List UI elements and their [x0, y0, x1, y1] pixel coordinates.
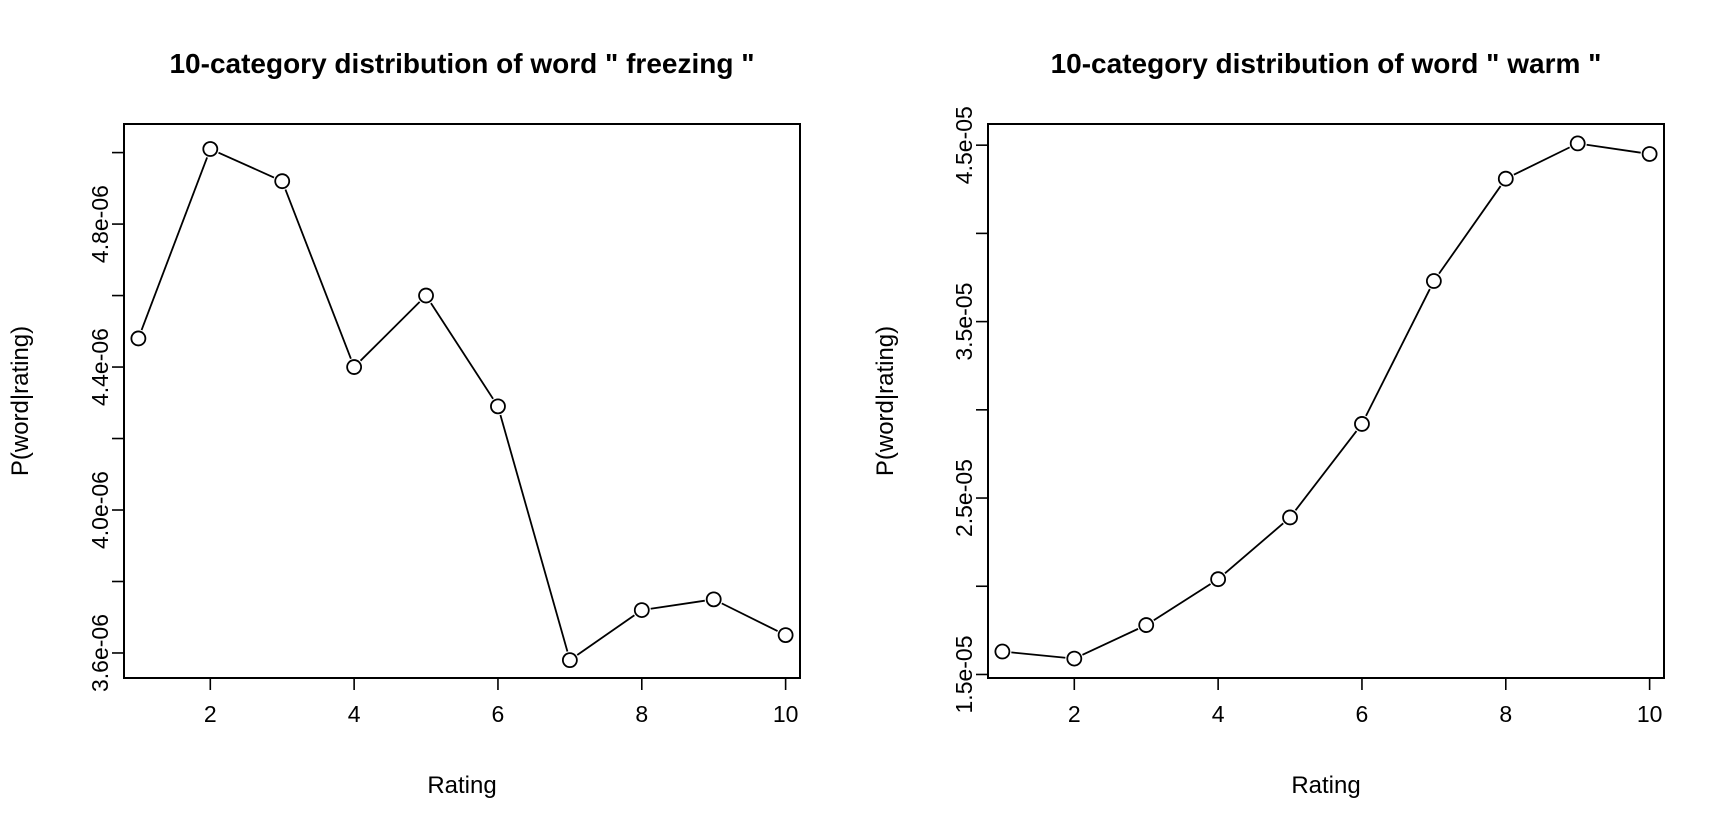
data-point: [1641, 146, 1658, 162]
data-point: [705, 591, 722, 608]
series-line-segment: [721, 602, 778, 632]
series-line-segment: [1586, 143, 1641, 154]
chart-title: 10-category distribution of word " freez…: [169, 48, 754, 79]
y-tick-label: 4.5e-05: [951, 106, 977, 184]
y-tick-label: 1.5e-05: [951, 635, 977, 713]
series-line-segment: [499, 414, 569, 652]
y-tick-label: 4.8e-06: [87, 185, 113, 263]
x-tick-label: 6: [492, 701, 505, 727]
x-tick-label: 10: [1637, 701, 1663, 727]
x-tick-label: 4: [1212, 701, 1225, 727]
plot-frame: [987, 123, 1665, 679]
data-point: [202, 141, 219, 157]
data-point: [1425, 273, 1442, 289]
data-point: [346, 359, 363, 375]
series-line-segment: [1294, 430, 1358, 511]
data-point: [1282, 509, 1298, 526]
x-tick-label: 2: [204, 701, 217, 727]
series-line-segment: [140, 157, 208, 331]
data-point: [777, 627, 794, 644]
series-line-segment: [576, 614, 635, 656]
x-tick-label: 8: [635, 701, 648, 727]
series-line-segment: [218, 151, 275, 179]
x-tick-label: 10: [773, 701, 799, 727]
data-point: [274, 173, 291, 190]
y-axis-label: P(word|rating): [7, 326, 34, 476]
data-point: [418, 287, 434, 304]
data-point: [1138, 617, 1155, 633]
data-point: [633, 602, 650, 618]
data-point: [561, 652, 578, 669]
y-tick-label: 4.0e-06: [87, 471, 113, 549]
data-point: [1569, 135, 1586, 152]
data-point: [994, 643, 1011, 660]
series-line-segment: [1513, 146, 1571, 176]
chart-panel-2: 10-category distribution of word " warm …: [872, 48, 1665, 799]
data-point: [1066, 650, 1083, 667]
x-tick-label: 6: [1356, 701, 1369, 727]
series-line-segment: [1365, 288, 1431, 417]
y-tick-label: 3.6e-06: [87, 614, 113, 692]
series-line-segment: [1011, 651, 1066, 659]
data-point: [490, 398, 506, 415]
series-line-segment: [650, 599, 705, 610]
series-line-segment: [359, 301, 421, 362]
chart-panel-1: 10-category distribution of word " freez…: [7, 48, 801, 799]
y-tick-label: 4.4e-06: [87, 328, 113, 406]
series-line-segment: [1438, 185, 1502, 275]
series-line-segment: [1153, 583, 1212, 621]
y-tick-label: 2.5e-05: [951, 459, 977, 537]
chart-title: 10-category distribution of word " warm …: [1051, 48, 1602, 79]
x-axis-label: Rating: [1291, 772, 1360, 799]
plot-frame: [123, 123, 801, 679]
series-line-segment: [430, 302, 494, 400]
x-tick-label: 2: [1068, 701, 1081, 727]
x-tick-label: 4: [348, 701, 361, 727]
data-point: [1497, 170, 1514, 187]
data-point: [1210, 571, 1227, 588]
series-line-segment: [1224, 522, 1284, 575]
x-tick-label: 8: [1499, 701, 1512, 727]
data-point: [1354, 416, 1370, 432]
series-line-segment: [1082, 628, 1139, 656]
y-axis-label: P(word|rating): [872, 326, 899, 476]
x-axis-label: Rating: [427, 772, 496, 799]
series-line-segment: [284, 189, 352, 359]
data-point: [130, 330, 147, 347]
y-tick-label: 3.5e-05: [951, 283, 977, 361]
